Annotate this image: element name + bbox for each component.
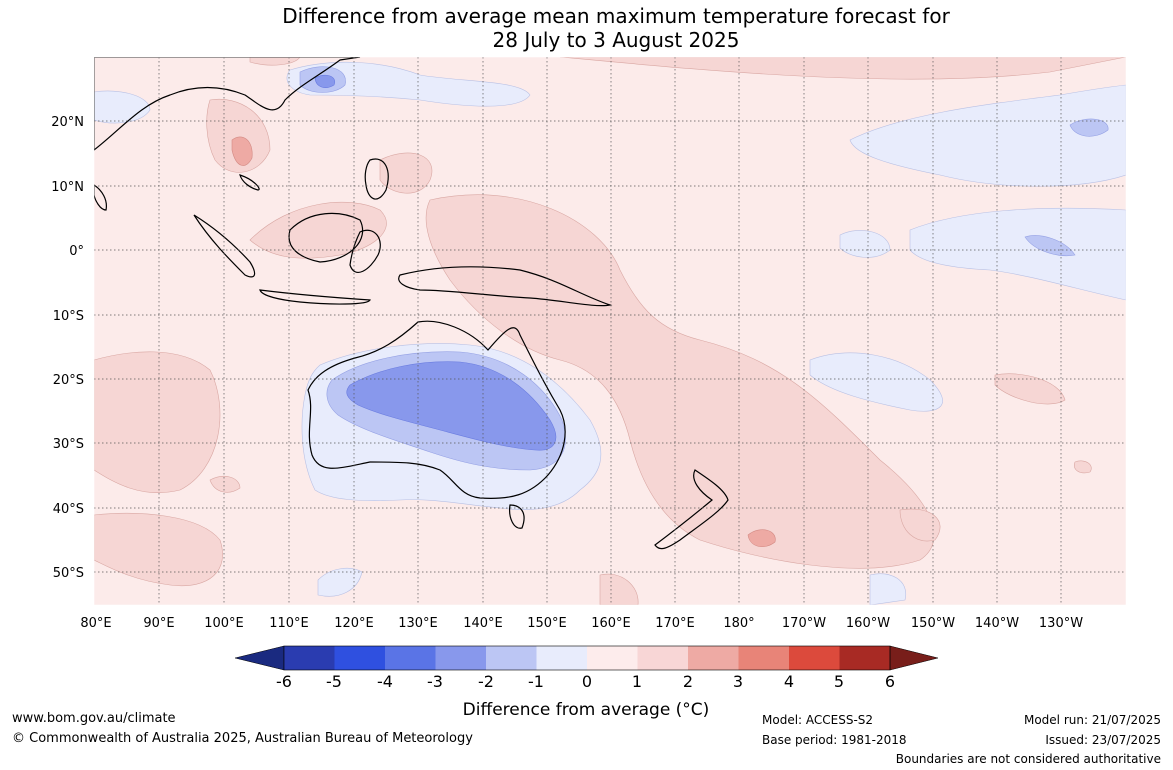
colorbar-arrow-low bbox=[234, 645, 285, 671]
coastlines bbox=[94, 57, 729, 550]
model-run-date: Model run: 21/07/2025 bbox=[1023, 713, 1161, 727]
longitude-labels: 80°E 90°E 100°E 110°E 120°E 130°E 140°E … bbox=[80, 616, 1083, 631]
colorbar-tick-m2: -2 bbox=[478, 672, 494, 691]
colorbar-swatch bbox=[536, 646, 588, 670]
lat-label-30s: 30°S bbox=[53, 437, 84, 452]
colorbar-swatch bbox=[486, 646, 537, 670]
colorbar-swatch bbox=[587, 646, 638, 670]
lon-label-170w: 170°W bbox=[782, 616, 826, 631]
base-period: Base period: 1981-2018 bbox=[762, 733, 907, 747]
lat-label-0: 0° bbox=[69, 244, 84, 259]
lat-label-10n: 10°N bbox=[51, 180, 84, 195]
lon-label-80e: 80°E bbox=[80, 616, 111, 631]
lon-label-120e: 120°E bbox=[334, 616, 374, 631]
lon-label-90e: 90°E bbox=[143, 616, 174, 631]
lon-label-160w: 160°W bbox=[846, 616, 890, 631]
lon-label-180: 180° bbox=[723, 616, 754, 631]
colorbar-swatch bbox=[284, 646, 335, 670]
lat-label-50s: 50°S bbox=[53, 566, 84, 581]
colorbar-tick-5: 5 bbox=[834, 672, 844, 691]
lon-label-140w: 140°W bbox=[975, 616, 1019, 631]
website-link[interactable]: www.bom.gov.au/climate bbox=[12, 711, 176, 726]
colorbar-tick-m6: -6 bbox=[276, 672, 292, 691]
graticule bbox=[94, 57, 1126, 605]
lat-label-40s: 40°S bbox=[53, 502, 84, 517]
lon-label-130e: 130°E bbox=[398, 616, 438, 631]
latitude-labels: 20°N 10°N 0° 10°S 20°S 30°S 40°S 50°S bbox=[51, 115, 84, 581]
colorbar-frame bbox=[283, 645, 891, 671]
map-frame bbox=[93, 56, 1127, 606]
lon-label-150w: 150°W bbox=[911, 616, 955, 631]
lon-label-170e: 170°E bbox=[655, 616, 695, 631]
colorbar-swatch bbox=[435, 646, 487, 670]
colorbar-tick-1: 1 bbox=[632, 672, 642, 691]
colorbar-swatch bbox=[738, 646, 790, 670]
boundaries-disclaimer: Boundaries are not considered authoritat… bbox=[895, 752, 1161, 766]
model-name: Model: ACCESS-S2 bbox=[762, 713, 874, 727]
lon-label-110e: 110°E bbox=[269, 616, 309, 631]
colorbar-label: Difference from average (°C) bbox=[463, 700, 710, 720]
colorbar-tick-m1: -1 bbox=[528, 672, 544, 691]
lon-label-150e: 150°E bbox=[527, 616, 567, 631]
colorbar-tick-m5: -5 bbox=[326, 672, 342, 691]
lon-label-140e: 140°E bbox=[463, 616, 503, 631]
colorbar-tick-0: 0 bbox=[582, 672, 592, 691]
colorbar-arrow-high bbox=[889, 645, 939, 671]
strong-cool-anomaly-region bbox=[314, 74, 557, 451]
colorbar-swatch bbox=[385, 646, 436, 670]
colorbar-tick-3: 3 bbox=[733, 672, 743, 691]
lon-label-160e: 160°E bbox=[591, 616, 631, 631]
colorbar-tick-m3: -3 bbox=[427, 672, 443, 691]
colorbar-swatch bbox=[334, 646, 386, 670]
colorbar-swatch bbox=[688, 646, 739, 670]
colorbar-swatch bbox=[839, 646, 891, 670]
colorbar-tick-2: 2 bbox=[683, 672, 693, 691]
lon-label-130w: 130°W bbox=[1039, 616, 1083, 631]
warm-anomaly-regions bbox=[94, 57, 1126, 605]
lat-label-20n: 20°N bbox=[51, 115, 84, 130]
colorbar-tick-4: 4 bbox=[784, 672, 794, 691]
lon-label-100e: 100°E bbox=[204, 616, 244, 631]
map-title-line2: 28 July to 3 August 2025 bbox=[492, 28, 740, 52]
colorbar-swatch bbox=[637, 646, 689, 670]
issued-date: Issued: 23/07/2025 bbox=[1045, 733, 1161, 747]
colorbar-tick-6: 6 bbox=[885, 672, 895, 691]
colorbar-tick-m4: -4 bbox=[377, 672, 393, 691]
map-title-line1: Difference from average mean maximum tem… bbox=[282, 4, 950, 28]
copyright-text: © Commonwealth of Australia 2025, Austra… bbox=[12, 731, 473, 746]
strong-warm-anomaly-regions bbox=[231, 136, 776, 548]
colorbar-ticks: -6 -5 -4 -3 -2 -1 0 1 2 3 4 5 6 bbox=[276, 672, 895, 691]
lat-label-20s: 20°S bbox=[53, 373, 84, 388]
colorbar bbox=[234, 645, 939, 671]
colorbar-swatch bbox=[789, 646, 840, 670]
lat-label-10s: 10°S bbox=[53, 309, 84, 324]
